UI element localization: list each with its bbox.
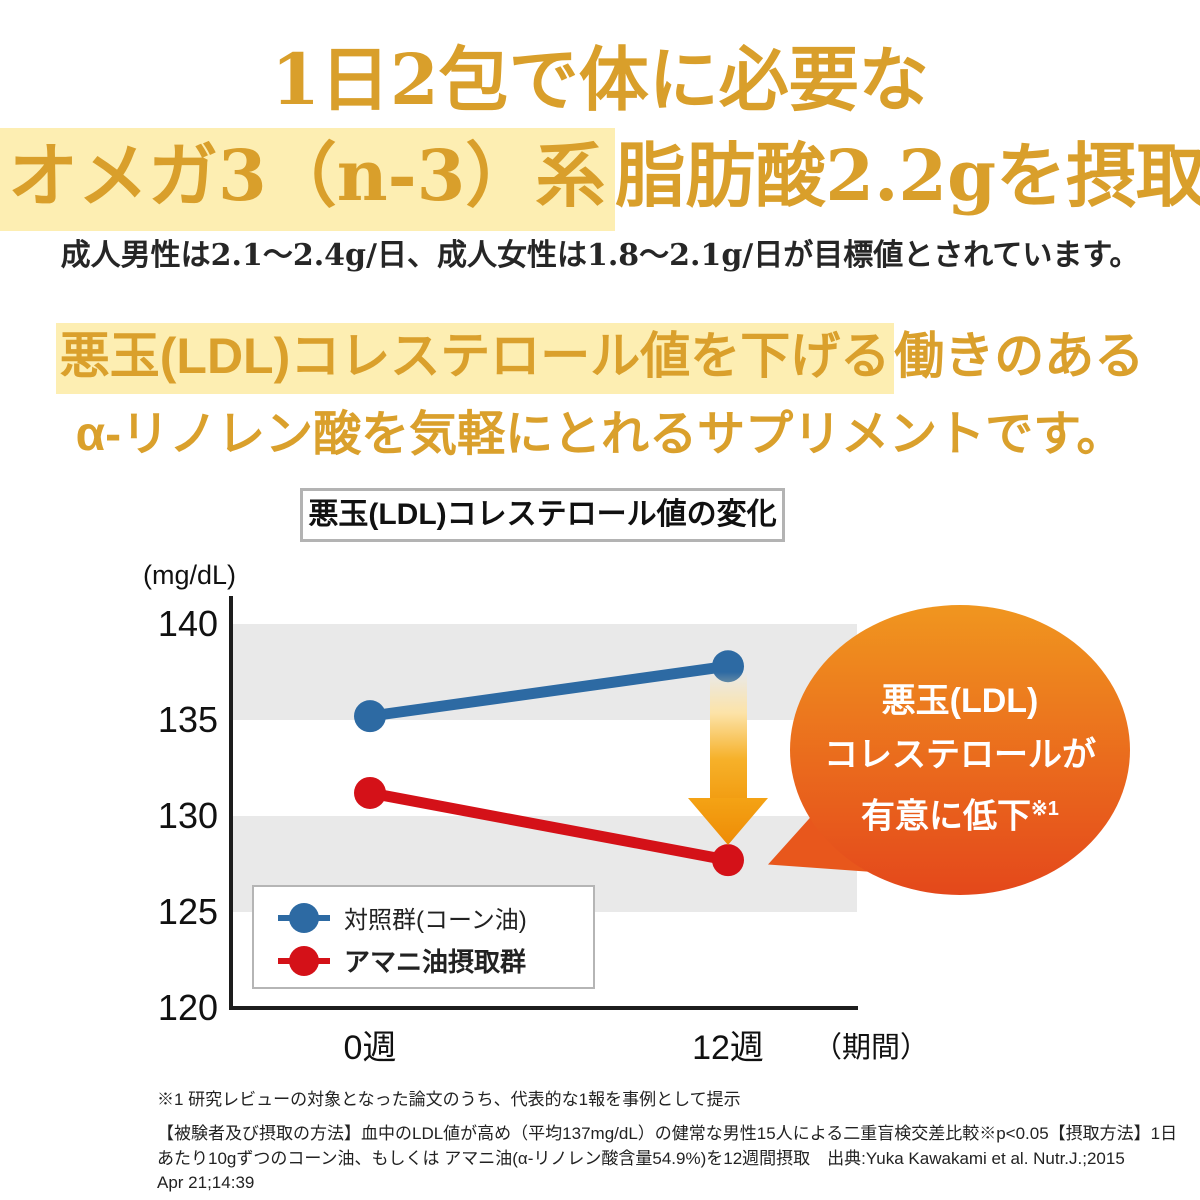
balloon-footnote-ref: ※1 [1031, 798, 1059, 820]
y-tick-label: 140 [157, 603, 218, 644]
balloon-line2: コレステロールが [824, 736, 1096, 774]
y-tick-label: 130 [157, 795, 218, 836]
x-tick-label: 12週 [692, 1029, 764, 1067]
footnote-method-line3: Apr 21;14:39 [157, 1173, 255, 1193]
lead-line1: 悪玉(LDL)コレステロール値を下げる働きのある [0, 316, 1200, 394]
legend-marker-icon [278, 945, 330, 976]
main-title-highlight: オメガ3（n-3）系 [0, 128, 616, 231]
footnote-1: ※1 研究レビューの対象となった論文のうち、代表的な1報を事例として提示 [157, 1090, 741, 1109]
balloon-line1: 悪玉(LDL) [881, 682, 1039, 720]
legend-label: アマニ油摂取群 [344, 947, 527, 977]
series-point [354, 700, 386, 733]
y-tick-label: 125 [157, 891, 218, 932]
target-intake-subtitle: 成人男性は2.1～2.4g/日、成人女性は1.8～2.1g/日が目標値とされてい… [60, 238, 1140, 273]
chart-title: 悪玉(LDL)コレステロール値の変化 [300, 488, 785, 542]
lead-line2: α-リノレン酸を気軽にとれるサプリメントです。 [75, 408, 1125, 461]
chart-legend: 対照群(コーン油) アマニ油摂取群 [252, 885, 595, 989]
legend-item: アマニ油摂取群 [254, 939, 593, 982]
annotation-balloon [790, 605, 1130, 895]
balloon-line3: 有意に低下※1 [861, 797, 1059, 836]
main-title-line2: オメガ3（n-3）系 脂肪酸2.2gを摂取 [0, 120, 1200, 231]
annotation-balloon-text: 悪玉(LDL) コレステロールが 有意に低下※1 [790, 674, 1130, 843]
lead-highlight: 悪玉(LDL)コレステロール値を下げる [55, 323, 895, 394]
x-axis-line [229, 1006, 858, 1010]
y-axis-unit-label: (mg/dL) [143, 560, 237, 590]
footnote-method-line2: あたり10gずつのコーン油、もしくは アマニ油(α-リノレン酸含量54.9%)を… [157, 1148, 1125, 1168]
series-line [368, 787, 730, 866]
x-axis-title: （期間） [813, 1032, 930, 1064]
legend-label: 対照群(コーン油) [344, 907, 527, 934]
series-point [712, 844, 744, 877]
footnote-method: 【被験者及び摂取の方法】血中のLDL値が高め（平均137mg/dL）の健常な男性… [157, 1122, 1200, 1196]
legend-item: 対照群(コーン油) [254, 896, 593, 939]
legend-marker-icon [278, 902, 330, 933]
main-title-rest: 脂肪酸2.2gを摂取 [615, 134, 1200, 217]
series-line [369, 660, 729, 722]
footnote-method-line1: 【被験者及び摂取の方法】血中のLDL値が高め（平均137mg/dL）の健常な男性… [157, 1124, 1178, 1143]
gridline-band [233, 624, 857, 720]
main-title-line1: 1日2包で体に必要な [271, 38, 929, 121]
y-tick-label: 135 [157, 699, 218, 740]
lead-rest: 働きのある [894, 328, 1145, 384]
decrease-arrow-shaft [710, 672, 747, 800]
y-axis-line [229, 596, 233, 1010]
series-point [354, 776, 386, 809]
x-tick-label: 0週 [343, 1029, 397, 1067]
y-tick-label: 120 [157, 987, 218, 1028]
